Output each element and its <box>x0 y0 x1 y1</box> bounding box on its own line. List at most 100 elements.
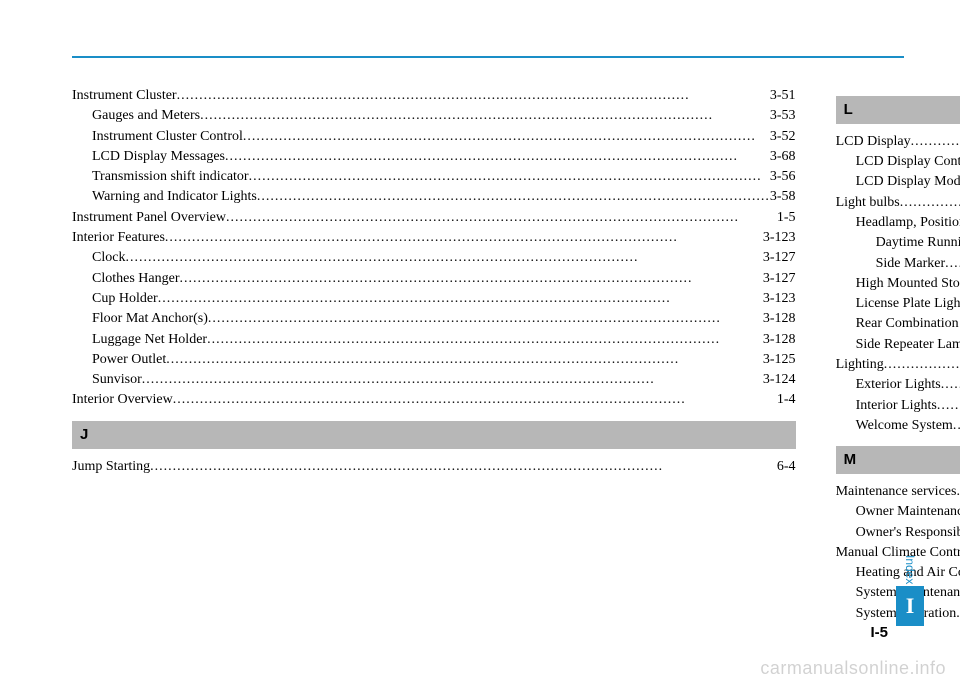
index-entry: LCD Display 3-72 <box>836 132 960 152</box>
left-column: Instrument Cluster 3-51Gauges and Meters… <box>72 86 796 624</box>
entry-label: Cup Holder <box>92 289 158 309</box>
index-group-L: LCD Display 3-72LCD Display Control 3-72… <box>836 132 960 436</box>
entry-leader <box>900 193 960 213</box>
entry-page: 3-128 <box>763 309 796 329</box>
entry-label: LCD Display Messages <box>92 147 225 167</box>
entry-page: 6-4 <box>777 457 796 477</box>
index-entry: Floor Mat Anchor(s) 3-128 <box>72 309 796 329</box>
entry-label: Gauges and Meters <box>92 106 200 126</box>
entry-label: Sunvisor <box>92 370 142 390</box>
side-tab-label: Index <box>903 555 917 584</box>
entry-leader <box>243 127 770 147</box>
index-entry: Instrument Cluster Control 3-52 <box>72 127 796 147</box>
index-entry: Owner's Responsibility 7-4 <box>836 523 960 543</box>
entry-label: Luggage Net Holder <box>92 330 207 350</box>
entry-label: Exterior Lights <box>856 375 941 395</box>
entry-label: Welcome System <box>856 416 953 436</box>
index-entry: Clock 3-127 <box>72 248 796 268</box>
page-number: I-5 <box>870 624 888 641</box>
entry-label: Jump Starting <box>72 457 150 477</box>
watermark: carmanualsonline.info <box>760 658 946 679</box>
entry-leader <box>884 355 960 375</box>
entry-page: 3-124 <box>763 370 796 390</box>
entry-page: 3-58 <box>770 187 796 207</box>
entry-leader <box>165 228 763 248</box>
index-entry: License Plate Light Bulb Replacement 7-7… <box>836 294 960 314</box>
entry-label: Interior Overview <box>72 390 173 410</box>
entry-label: LCD Display Modes <box>856 172 960 192</box>
index-entry: Luggage Net Holder 3-128 <box>72 330 796 350</box>
entry-leader <box>953 416 960 436</box>
index-entry: Sunvisor 3-124 <box>72 370 796 390</box>
entry-label: License Plate Light Bulb Replacement <box>856 294 960 314</box>
entry-label: High Mounted Stop Lamp Replacement <box>856 274 960 294</box>
entry-page: 1-4 <box>777 390 796 410</box>
index-entry: Warning and Indicator Lights 3-58 <box>72 187 796 207</box>
index-entry: Rear Combination Light Bulb Replacement … <box>836 314 960 334</box>
index-entry: Instrument Panel Overview 1-5 <box>72 208 796 228</box>
entry-label: Instrument Cluster <box>72 86 177 106</box>
entry-leader <box>956 482 960 502</box>
entry-page: 3-123 <box>763 228 796 248</box>
entry-label: Interior Lights <box>856 396 937 416</box>
index-group-J: Jump Starting 6-4 <box>72 457 796 477</box>
right-column: L LCD Display 3-72LCD Display Control 3-… <box>836 86 960 624</box>
index-entry: Side Repeater Lamp Replacement 7-67 <box>836 335 960 355</box>
entry-label: Side Marker <box>876 254 946 274</box>
entry-label: Owner Maintenance Precautions <box>856 502 960 522</box>
entry-leader <box>177 86 770 106</box>
index-entry: Interior Features 3-123 <box>72 228 796 248</box>
entry-leader <box>125 248 762 268</box>
entry-leader <box>208 309 763 329</box>
entry-label: Maintenance services <box>836 482 957 502</box>
index-entry: LCD Display Messages 3-68 <box>72 147 796 167</box>
entry-leader <box>945 254 960 274</box>
entry-page: 3-128 <box>763 330 796 350</box>
index-entry: LCD Display Modes 3-72 <box>836 172 960 192</box>
entry-leader <box>166 350 763 370</box>
index-entry: Cup Holder 3-123 <box>72 289 796 309</box>
columns: Instrument Cluster 3-51Gauges and Meters… <box>72 86 904 624</box>
entry-label: Clothes Hanger <box>92 269 179 289</box>
entry-page: 3-56 <box>770 167 796 187</box>
index-entry: Interior Overview 1-4 <box>72 390 796 410</box>
entry-page: 3-52 <box>770 127 796 147</box>
entry-label: Owner's Responsibility <box>856 523 960 543</box>
entry-leader <box>158 289 763 309</box>
index-entry: LCD Display Control 3-72 <box>836 152 960 172</box>
entry-leader <box>941 375 960 395</box>
entry-label: Instrument Panel Overview <box>72 208 226 228</box>
index-entry: Side Marker 7-61 <box>836 254 960 274</box>
entry-leader <box>911 132 960 152</box>
index-entry-wrap: Daytime Running Light, Turn Signal Lamp … <box>836 233 960 253</box>
index-entry: Lighting 3-85 <box>836 355 960 375</box>
index-entry: Maintenance services 7-4 <box>836 482 960 502</box>
index-entry: Clothes Hanger 3-127 <box>72 269 796 289</box>
index-entry: Gauges and Meters 3-53 <box>72 106 796 126</box>
entry-leader <box>150 457 777 477</box>
section-header-J: J <box>72 421 796 449</box>
index-entry: Transmission shift indicator 3-56 <box>72 167 796 187</box>
entry-label: Transmission shift indicator <box>92 167 249 187</box>
index-entry: Interior Lights 3-90 <box>836 396 960 416</box>
entry-leader <box>142 370 763 390</box>
page: Instrument Cluster 3-51Gauges and Meters… <box>0 0 960 689</box>
section-header-L: L <box>836 96 960 124</box>
index-entry: Welcome System 3-91 <box>836 416 960 436</box>
entry-leader <box>956 604 960 624</box>
index-group: Instrument Cluster 3-51Gauges and Meters… <box>72 86 796 411</box>
entry-label: Side Repeater Lamp Replacement <box>856 335 960 355</box>
entry-page: 3-51 <box>770 86 796 106</box>
entry-leader <box>226 208 777 228</box>
side-tab-letter: I <box>896 586 924 626</box>
index-entry-wrap: Headlamp, Position lamp, Fog lamp, <box>836 213 960 233</box>
index-entry: Owner Maintenance Precautions 7-4 <box>836 502 960 522</box>
entry-page: 3-123 <box>763 289 796 309</box>
section-header-M: M <box>836 446 960 474</box>
index-entry: Light bulbs 7-61 <box>836 193 960 213</box>
entry-leader <box>207 330 763 350</box>
index-entry: Power Outlet 3-125 <box>72 350 796 370</box>
entry-label: LCD Display <box>836 132 911 152</box>
index-entry: Instrument Cluster 3-51 <box>72 86 796 106</box>
entry-label: Rear Combination Light Bulb Replacement <box>856 314 960 334</box>
